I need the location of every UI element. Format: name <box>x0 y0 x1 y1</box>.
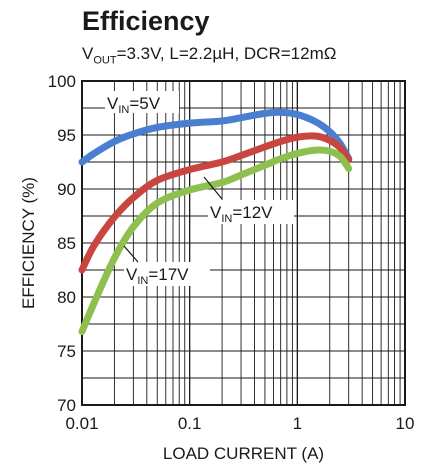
y-tick-label: 95 <box>57 126 76 145</box>
x-tick-label: 0.01 <box>65 414 98 433</box>
series-label-prefix: V <box>107 94 119 113</box>
series-label-leader <box>123 245 139 263</box>
series-label-rest: =12V <box>232 203 273 222</box>
y-tick-label: 70 <box>57 396 76 415</box>
series-label-0: VIN=5V <box>107 94 161 116</box>
series-label-prefix: V <box>210 203 222 222</box>
series-label-rest: =17V <box>148 265 189 284</box>
plot-frame <box>81 80 406 406</box>
subtitle-vout-sub: OUT <box>93 54 117 67</box>
y-tick-labels: 100 95 90 85 80 75 70 <box>48 72 76 415</box>
x-axis-label: LOAD CURRENT (A) <box>163 444 324 463</box>
x-tick-label: 0.1 <box>178 414 202 433</box>
series-label-1: VIN=12V <box>210 203 273 225</box>
series-label-2: VIN=17V <box>126 265 189 287</box>
series-label-sub: IN <box>137 275 148 287</box>
series-label-leader <box>203 176 223 200</box>
series-label-sub: IN <box>221 213 232 225</box>
x-tick-label: 10 <box>396 414 415 433</box>
chart-title: Efficiency <box>82 6 210 36</box>
series-line-1 <box>78 132 353 274</box>
x-tick-labels: 0.01 0.1 1 10 <box>65 414 414 433</box>
y-tick-label: 100 <box>48 72 76 91</box>
chart-subtitle: VOUT=3.3V, L=2.2µH, DCR=12mΩ <box>82 44 336 66</box>
series-line-0 <box>78 108 353 166</box>
subtitle-vout-prefix: V <box>82 44 94 63</box>
series-lines <box>78 108 353 336</box>
y-tick-label: 90 <box>57 180 76 199</box>
y-axis-label: EFFICIENCY (%) <box>19 177 38 309</box>
series-label-prefix: V <box>126 265 138 284</box>
series-line-2 <box>78 146 353 336</box>
y-tick-label: 75 <box>57 342 76 361</box>
series-label-background <box>208 200 294 224</box>
series-label-background <box>124 262 210 286</box>
series-label-background <box>105 91 179 113</box>
x-tick-label: 1 <box>293 414 302 433</box>
grid <box>82 81 405 405</box>
y-tick-label: 85 <box>57 234 76 253</box>
series-label-sub: IN <box>118 104 129 116</box>
y-tick-label: 80 <box>57 288 76 307</box>
series-label-rest: =5V <box>129 94 160 113</box>
subtitle-rest: =3.3V, L=2.2µH, DCR=12mΩ <box>116 44 337 63</box>
